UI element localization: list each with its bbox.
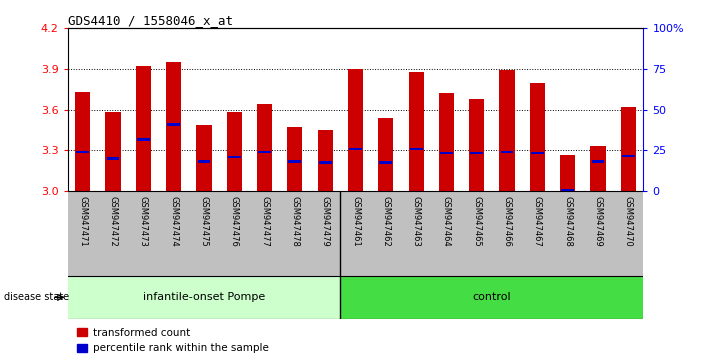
Text: GSM947477: GSM947477 bbox=[260, 196, 269, 247]
Bar bbox=[250, 191, 279, 276]
Text: GSM947471: GSM947471 bbox=[78, 196, 87, 247]
Text: infantile-onset Pompe: infantile-onset Pompe bbox=[143, 292, 265, 302]
Bar bbox=[409, 72, 424, 191]
Legend: transformed count, percentile rank within the sample: transformed count, percentile rank withi… bbox=[73, 324, 272, 354]
Text: GSM947461: GSM947461 bbox=[351, 196, 360, 247]
Bar bbox=[98, 191, 128, 276]
Bar bbox=[258, 150, 271, 153]
Bar bbox=[227, 113, 242, 191]
Text: GSM947464: GSM947464 bbox=[442, 196, 451, 247]
Bar bbox=[522, 191, 552, 276]
Text: GSM947470: GSM947470 bbox=[624, 196, 633, 247]
Text: GSM947478: GSM947478 bbox=[290, 196, 299, 247]
Bar bbox=[592, 160, 604, 162]
Text: GSM947467: GSM947467 bbox=[533, 196, 542, 247]
Bar bbox=[167, 124, 180, 126]
Bar bbox=[380, 161, 392, 164]
Bar bbox=[341, 191, 370, 276]
Bar bbox=[531, 152, 544, 154]
Bar bbox=[349, 148, 362, 150]
Text: GDS4410 / 1558046_x_at: GDS4410 / 1558046_x_at bbox=[68, 14, 232, 27]
Text: GSM947465: GSM947465 bbox=[472, 196, 481, 247]
Bar bbox=[500, 70, 515, 191]
Bar bbox=[76, 150, 89, 153]
Bar bbox=[492, 191, 522, 276]
Bar bbox=[137, 138, 150, 141]
Bar bbox=[128, 191, 159, 276]
Bar bbox=[75, 92, 90, 191]
Bar bbox=[410, 148, 422, 150]
Bar bbox=[159, 191, 189, 276]
Text: GSM947473: GSM947473 bbox=[139, 196, 148, 247]
Bar bbox=[378, 118, 393, 191]
Bar bbox=[530, 82, 545, 191]
Text: disease state: disease state bbox=[4, 292, 69, 302]
Bar bbox=[289, 160, 301, 162]
Text: control: control bbox=[473, 292, 511, 302]
Bar bbox=[318, 130, 333, 191]
Bar bbox=[621, 107, 636, 191]
Bar bbox=[583, 191, 613, 276]
Bar bbox=[469, 99, 484, 191]
Bar bbox=[198, 160, 210, 162]
Bar bbox=[228, 156, 241, 159]
Bar bbox=[501, 150, 513, 153]
Bar bbox=[68, 276, 341, 319]
Text: GSM947468: GSM947468 bbox=[563, 196, 572, 247]
Bar bbox=[189, 191, 219, 276]
Bar bbox=[105, 113, 121, 191]
Bar bbox=[622, 155, 635, 157]
Bar bbox=[440, 152, 453, 154]
Bar bbox=[341, 276, 643, 319]
Text: GSM947462: GSM947462 bbox=[381, 196, 390, 247]
Bar bbox=[68, 191, 98, 276]
Text: GSM947469: GSM947469 bbox=[594, 196, 602, 247]
Bar bbox=[310, 191, 341, 276]
Bar bbox=[196, 125, 212, 191]
Bar bbox=[166, 62, 181, 191]
Bar bbox=[432, 191, 461, 276]
Bar bbox=[287, 127, 302, 191]
Bar bbox=[561, 189, 574, 191]
Bar bbox=[348, 69, 363, 191]
Bar bbox=[219, 191, 250, 276]
Text: GSM947475: GSM947475 bbox=[200, 196, 208, 247]
Bar bbox=[136, 66, 151, 191]
Text: GSM947479: GSM947479 bbox=[321, 196, 330, 247]
Bar bbox=[590, 147, 606, 191]
Text: GSM947472: GSM947472 bbox=[109, 196, 117, 247]
Text: GSM947463: GSM947463 bbox=[412, 196, 421, 247]
Bar bbox=[107, 158, 119, 160]
Bar bbox=[439, 93, 454, 191]
Bar bbox=[560, 155, 575, 191]
Bar bbox=[279, 191, 310, 276]
Bar bbox=[257, 104, 272, 191]
Bar bbox=[552, 191, 583, 276]
Bar bbox=[470, 152, 483, 154]
Bar bbox=[319, 161, 331, 164]
Bar bbox=[370, 191, 401, 276]
Text: GSM947476: GSM947476 bbox=[230, 196, 239, 247]
Text: GSM947466: GSM947466 bbox=[503, 196, 511, 247]
Bar bbox=[613, 191, 643, 276]
Text: GSM947474: GSM947474 bbox=[169, 196, 178, 247]
Bar bbox=[401, 191, 432, 276]
Bar bbox=[461, 191, 492, 276]
